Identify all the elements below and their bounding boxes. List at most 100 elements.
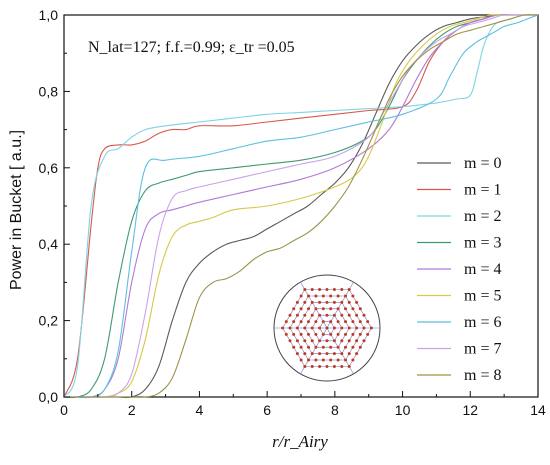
- inset-lattice-point: [347, 352, 351, 356]
- inset-lattice-point: [321, 307, 325, 311]
- inset-lattice-point: [336, 345, 340, 349]
- inset-lattice-point: [307, 332, 310, 336]
- inset-lattice-point: [336, 358, 340, 362]
- series-line-m8: [64, 14, 539, 398]
- inset-lattice-point: [340, 326, 344, 330]
- inset-lattice-point: [347, 288, 351, 291]
- y-tick-label: 0,4: [39, 236, 59, 252]
- inset-lattice-point: [332, 365, 336, 368]
- inset-lattice-point: [355, 300, 359, 304]
- ticks-layer: 0 2 4 6 8 10 12 14 0,0 0,2 0,4 0,6 0,8 1,0: [39, 7, 546, 418]
- inset-lattice-point: [292, 332, 296, 336]
- inset-lattice-point: [325, 352, 329, 356]
- inset-lattice-point: [347, 326, 351, 330]
- inset-lattice-point: [347, 313, 351, 317]
- legend-label: m = 7: [464, 341, 501, 358]
- inset-lattice-point: [303, 365, 307, 368]
- inset-lattice-point: [295, 313, 299, 317]
- inset-lattice-point: [318, 288, 322, 291]
- inset-lattice-point: [347, 300, 351, 304]
- inset-lattice-point: [318, 339, 322, 343]
- inset-lattice-point: [310, 365, 314, 368]
- inset-lattice-point: [321, 294, 325, 298]
- inset-lattice-point: [329, 294, 333, 298]
- y-tick-label: 0,0: [39, 389, 59, 405]
- inset-lattice-point: [332, 339, 336, 343]
- legend-label: m = 0: [464, 155, 501, 172]
- y-axis-label: Power in Bucket [ a.u.]: [8, 130, 25, 290]
- inset-lattice-point: [295, 339, 299, 343]
- inset-lattice-point: [344, 358, 347, 362]
- inset-lattice-point: [351, 320, 355, 324]
- inset-lattice-point: [355, 339, 359, 343]
- y-tick-label: 0,6: [39, 160, 59, 176]
- inset-lattice-point: [329, 345, 333, 349]
- legend-label: m = 4: [464, 261, 501, 278]
- x-tick-label: 14: [530, 402, 546, 418]
- x-tick-label: 10: [395, 402, 411, 418]
- x-tick-label: 4: [196, 402, 204, 418]
- inset-lattice-point: [351, 294, 355, 298]
- inset-lattice-point: [340, 300, 344, 304]
- inset-lattice-point: [295, 352, 299, 356]
- inset-lattice-point: [288, 339, 292, 343]
- inset-lattice-point: [329, 320, 333, 324]
- inset-lattice-point: [362, 313, 366, 317]
- inset-lattice-point: [299, 345, 303, 349]
- inset-lattice-point: [336, 320, 340, 324]
- inset-lattice-point: [340, 313, 344, 317]
- inset-lattice-point: [329, 358, 333, 362]
- inset-lattice-point: [358, 332, 362, 336]
- inset-lattice-point: [329, 332, 333, 336]
- inset-lattice-point: [307, 294, 310, 298]
- inset-lattice-point: [358, 307, 362, 311]
- inset-lattice-point: [281, 326, 285, 330]
- legend-label: m = 8: [464, 367, 501, 384]
- inset-lattice-point: [299, 294, 303, 298]
- x-tick-label: 12: [462, 402, 478, 418]
- inset-lattice-point: [303, 339, 307, 343]
- inset-lattice-point: [314, 307, 318, 311]
- inset-lattice-point: [351, 358, 355, 362]
- series-line-m6: [64, 14, 539, 399]
- inset-lattice-point: [362, 339, 366, 343]
- legend: m = 0 m = 1 m = 2 m = 3 m = 4 m = 5 m = 6 m = 7…: [417, 155, 501, 384]
- inset-lattice-point: [321, 332, 325, 336]
- inset-lattice-point: [314, 358, 318, 362]
- inset-lattice-point: [299, 320, 303, 324]
- inset-lattice-point: [321, 345, 325, 349]
- inset-lattice-point: [307, 320, 310, 324]
- series-layer: [63, 14, 539, 399]
- legend-label: m = 2: [464, 208, 501, 225]
- inset-lattice-point: [310, 339, 314, 343]
- inset-lattice-point: [332, 300, 336, 304]
- inset-lattice-point: [325, 300, 329, 304]
- inset-lattice-point: [292, 345, 296, 349]
- inset-lattice-point: [325, 313, 329, 317]
- inset-lattice-point: [347, 339, 351, 343]
- inset-lattice-point: [340, 352, 344, 356]
- inset-lattice-point: [318, 352, 322, 356]
- inset-lattice-point: [355, 352, 359, 356]
- x-tick-label: 2: [128, 402, 136, 418]
- inset-lattice-point: [314, 320, 318, 324]
- inset-lattice-point: [340, 339, 344, 343]
- series-line-m7: [64, 14, 538, 398]
- inset-lattice-point: [310, 313, 314, 317]
- inset-lattice-point: [355, 326, 359, 330]
- inset-lattice-point: [299, 307, 303, 311]
- inset-lattice-point: [310, 300, 314, 304]
- inset-lattice-point: [295, 300, 299, 304]
- inset-lattice-point: [307, 307, 310, 311]
- inset-lattice-point: [332, 288, 336, 291]
- inset-lattice-point: [336, 294, 340, 298]
- inset-lattice-point: [299, 358, 303, 362]
- inset-lattice-point: [288, 313, 292, 317]
- inset-lattice-point: [284, 320, 288, 324]
- inset-lattice-point: [344, 294, 347, 298]
- legend-label: m = 6: [464, 314, 501, 331]
- inset-lattice-point: [366, 332, 370, 336]
- y-tick-label: 0,8: [39, 83, 59, 99]
- series-line-m0: [64, 14, 538, 399]
- x-axis-label: r/r_Airy: [272, 432, 328, 451]
